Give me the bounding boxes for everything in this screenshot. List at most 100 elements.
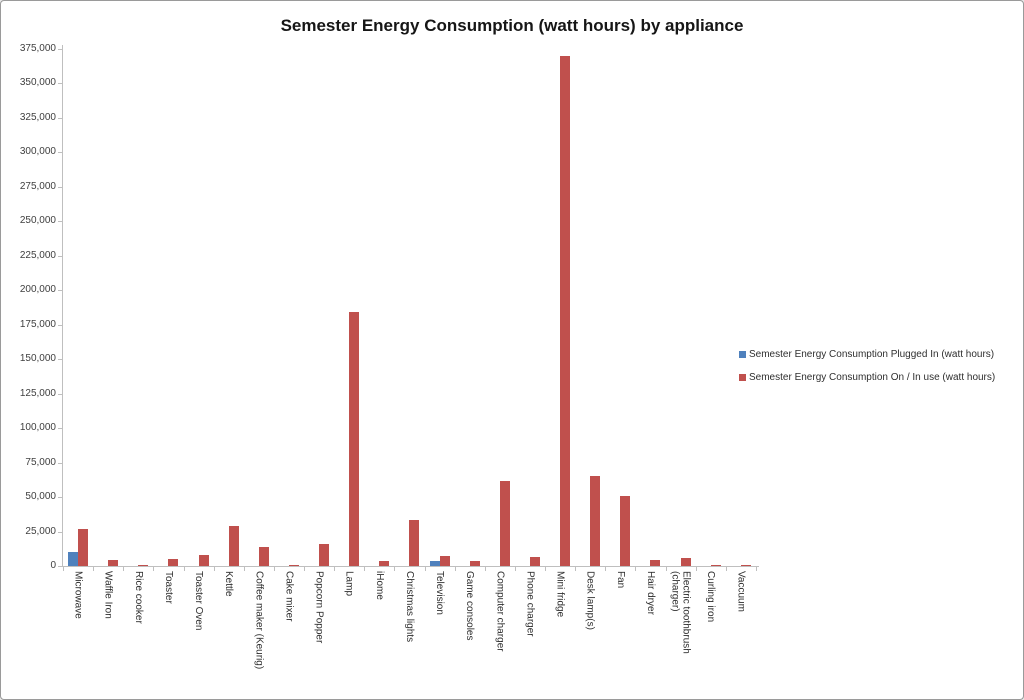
y-tick-label: 50,000 <box>25 491 56 502</box>
category-group-curling-iron <box>696 49 726 566</box>
x-category-label-fan: Fan <box>614 571 626 589</box>
x-tick <box>63 567 64 571</box>
bar-curling-iron-on-in-use <box>710 565 721 566</box>
category-group-cake-mixer <box>274 49 304 566</box>
y-tick <box>58 118 63 119</box>
x-label-slot: Curling iron <box>696 571 726 622</box>
x-category-label-electric-toothbrush-charger: Electric toothbrush (charger) <box>669 571 692 654</box>
y-tick <box>58 187 63 188</box>
x-tick <box>756 567 757 571</box>
x-tick <box>425 567 426 571</box>
legend-item-on-in-use: Semester Energy Consumption On / In use … <box>739 372 995 383</box>
category-group-hair-dryer <box>635 49 665 566</box>
x-category-label-curling-iron: Curling iron <box>705 571 717 623</box>
y-tick-label: 300,000 <box>19 146 56 157</box>
x-tick <box>274 567 275 571</box>
x-label-slot: Toaster Oven <box>184 571 214 630</box>
bar-electric-toothbrush-charger-on-in-use <box>680 558 691 566</box>
bar-computer-charger-on-in-use <box>499 481 510 566</box>
x-category-label-toaster-oven: Toaster Oven <box>193 571 205 631</box>
category-group-coffee-maker-keurig <box>244 49 274 566</box>
x-tick <box>304 567 305 571</box>
bar-waffle-iron-on-in-use <box>108 560 119 566</box>
bar-desk-lamp-s-on-in-use <box>590 476 601 566</box>
y-tick <box>58 394 63 395</box>
chart-title: Semester Energy Consumption (watt hours)… <box>280 16 744 35</box>
x-category-label-game-consoles: Game consoles <box>464 571 476 641</box>
bar-fan-on-in-use <box>620 496 631 566</box>
y-tick <box>58 463 63 464</box>
bar-toaster-oven-on-in-use <box>198 555 209 566</box>
y-tick-label: 75,000 <box>25 457 56 468</box>
category-group-mini-fridge <box>545 49 575 566</box>
x-category-label-ihome: iHome <box>373 571 385 600</box>
bar-popcorn-popper-on-in-use <box>319 544 330 566</box>
category-group-ihome <box>364 49 394 566</box>
category-group-computer-charger <box>485 49 515 566</box>
x-tick <box>334 567 335 571</box>
category-group-rice-cooker <box>123 49 153 566</box>
y-tick-label: 125,000 <box>19 388 56 399</box>
y-tick <box>58 566 63 567</box>
x-tick <box>515 567 516 571</box>
y-tick-label: 325,000 <box>19 112 56 123</box>
x-label-slot: Popcorn Popper <box>304 571 334 643</box>
legend-marker-icon <box>739 374 746 381</box>
x-tick <box>394 567 395 571</box>
x-tick <box>545 567 546 571</box>
y-axis-line <box>62 45 63 567</box>
x-category-label-computer-charger: Computer charger <box>494 571 506 652</box>
y-tick <box>58 325 63 326</box>
category-group-electric-toothbrush-charger <box>666 49 696 566</box>
y-tick-label: 275,000 <box>19 181 56 192</box>
x-category-label-popcorn-popper: Popcorn Popper <box>313 571 325 644</box>
y-tick-label: 225,000 <box>19 250 56 261</box>
x-category-label-christmas-lights: Christmas lights <box>403 571 415 643</box>
x-tick <box>666 567 667 571</box>
x-label-slot: Rice cooker <box>123 571 153 624</box>
x-label-slot: Mini fridge <box>545 571 575 617</box>
y-tick-label: 200,000 <box>19 284 56 295</box>
x-tick <box>244 567 245 571</box>
bar-ihome-on-in-use <box>379 561 390 566</box>
x-label-slot: Fan <box>605 571 635 588</box>
x-category-label-hair-dryer: Hair dryer <box>644 571 656 615</box>
x-label-slot: Game consoles <box>455 571 485 640</box>
category-group-fan <box>605 49 635 566</box>
x-label-slot: Cake mixer <box>274 571 304 622</box>
x-tick <box>364 567 365 571</box>
x-category-label-rice-cooker: Rice cooker <box>132 571 144 624</box>
x-category-label-waffle-iron: Waffle Iron <box>102 571 114 619</box>
category-group-kettle <box>214 49 244 566</box>
category-group-television <box>425 49 455 566</box>
x-tick <box>123 567 124 571</box>
category-group-game-consoles <box>455 49 485 566</box>
category-group-waffle-iron <box>93 49 123 566</box>
y-tick-label: 250,000 <box>19 215 56 226</box>
category-group-toaster <box>153 49 183 566</box>
x-tick <box>575 567 576 571</box>
x-label-slot: Computer charger <box>485 571 515 652</box>
category-group-lamp <box>334 49 364 566</box>
bar-phone-charger-on-in-use <box>529 557 540 566</box>
x-tick <box>455 567 456 571</box>
category-group-microwave <box>63 49 93 566</box>
bar-lamp-on-in-use <box>349 312 360 566</box>
x-tick <box>214 567 215 571</box>
plot-area <box>63 49 756 566</box>
x-tick <box>485 567 486 571</box>
x-label-slot: Lamp <box>334 571 364 596</box>
x-category-label-kettle: Kettle <box>223 571 235 597</box>
y-tick-label: 150,000 <box>19 353 56 364</box>
legend-marker-icon <box>739 351 746 358</box>
y-tick <box>58 497 63 498</box>
x-label-slot: Microwave <box>63 571 93 619</box>
legend-item-plugged-in: Semester Energy Consumption Plugged In (… <box>739 349 995 360</box>
legend-label: Semester Energy Consumption On / In use … <box>749 372 996 383</box>
y-tick <box>58 49 63 50</box>
category-group-phone-charger <box>515 49 545 566</box>
x-tick <box>93 567 94 571</box>
category-group-vaccuum <box>726 49 756 566</box>
category-group-popcorn-popper <box>304 49 334 566</box>
